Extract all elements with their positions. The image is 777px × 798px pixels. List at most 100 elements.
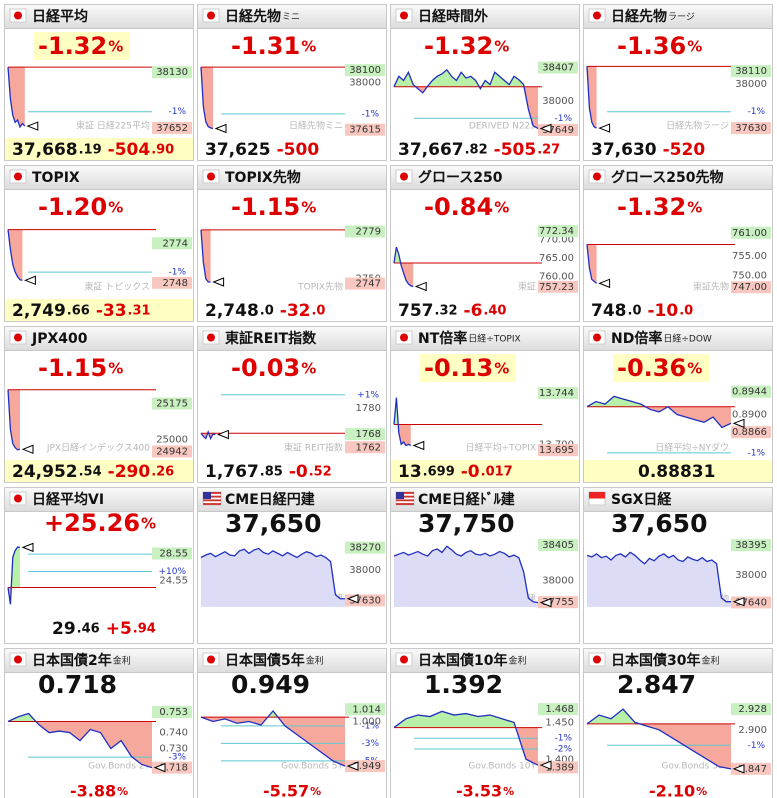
flag bbox=[588, 652, 606, 667]
price-line bbox=[586, 395, 732, 429]
tile: 日経時間外 -1.32 % DERIVED N225 -1% 38000 38407 3764… bbox=[390, 4, 580, 161]
end-marker bbox=[212, 277, 225, 287]
change: -3.88 bbox=[70, 782, 116, 798]
tile-header bbox=[197, 4, 387, 29]
price-line bbox=[7, 389, 21, 451]
tile-name: グロース250先物 bbox=[611, 169, 724, 186]
tile-header bbox=[4, 4, 194, 29]
tile-header bbox=[4, 487, 194, 512]
tile-name: 日経平均VI bbox=[32, 491, 104, 508]
area-up bbox=[394, 397, 411, 425]
flag bbox=[395, 652, 413, 667]
tile-name: TOPIX先物 bbox=[225, 169, 301, 186]
price: 37,650 bbox=[225, 509, 321, 538]
tile-header bbox=[197, 165, 387, 190]
tile-name: 日本国債5年 bbox=[225, 652, 305, 669]
scale-label: 38000 bbox=[349, 565, 381, 576]
change: -1.32 bbox=[617, 193, 686, 221]
tile-name: SGX日経 bbox=[611, 491, 672, 508]
value: 37,667 bbox=[398, 140, 464, 160]
tile-header bbox=[390, 648, 580, 673]
value-decimal: .46 bbox=[77, 622, 100, 637]
flag bbox=[202, 169, 220, 184]
change-unit: % bbox=[117, 785, 128, 798]
diff: -520 bbox=[663, 140, 706, 160]
percent-label: -1% bbox=[168, 268, 186, 278]
change-unit: % bbox=[108, 199, 123, 217]
high-label: 38407 bbox=[542, 63, 574, 74]
high-label: 761.00 bbox=[732, 228, 767, 239]
tile-name: 日経先物 bbox=[611, 8, 667, 25]
area-down bbox=[201, 229, 211, 282]
value-decimal: .699 bbox=[423, 465, 455, 480]
price-line bbox=[7, 712, 153, 769]
high-label: 1768 bbox=[356, 429, 381, 440]
watermark: Gov.Bonds 2Y bbox=[88, 762, 150, 772]
tile-frame bbox=[390, 165, 580, 322]
diff: -10 bbox=[647, 301, 678, 321]
watermark: 日経先物ラージ bbox=[666, 120, 729, 132]
end-marker bbox=[24, 275, 36, 286]
label-box bbox=[538, 387, 578, 399]
highlight bbox=[613, 354, 709, 382]
change: -1.15 bbox=[38, 354, 107, 382]
tile: JPX400 -1.15 % JPX日経インデックス400 25000 25175 2494… bbox=[4, 326, 194, 483]
high-label: 38110 bbox=[735, 66, 767, 77]
percent-label: -1% bbox=[361, 721, 379, 731]
flag-sun bbox=[14, 333, 22, 342]
diff-decimal: .0 bbox=[311, 304, 325, 319]
low-label: 0.949 bbox=[352, 761, 381, 772]
highlight bbox=[420, 354, 516, 382]
scale-label: 0.730 bbox=[159, 744, 188, 755]
price: 37,750 bbox=[418, 509, 514, 538]
value-decimal: .0 bbox=[628, 304, 642, 319]
scale-label: 38000 bbox=[735, 79, 767, 90]
low-label: 37630 bbox=[349, 595, 381, 606]
change: -1.15 bbox=[231, 193, 300, 221]
value: 2,749 bbox=[12, 301, 66, 321]
percent-label: -2% bbox=[554, 744, 572, 754]
tile: 日本国債10年 金利 1.392 Gov.Bonds 10Y -1%-2% 1.450 1.… bbox=[390, 648, 580, 798]
end-marker bbox=[214, 123, 227, 134]
change: -1.20 bbox=[38, 193, 107, 221]
label-box bbox=[345, 277, 385, 290]
tile-sub: 日経÷DOW bbox=[663, 333, 712, 345]
tile-sub: 金利 bbox=[701, 655, 719, 667]
highlight bbox=[5, 460, 193, 482]
flag-stripe bbox=[203, 492, 221, 494]
value: 1,767 bbox=[205, 462, 259, 482]
end-marker bbox=[21, 444, 34, 455]
value-decimal: .0 bbox=[260, 304, 274, 319]
area-down bbox=[8, 229, 23, 281]
flag-sun bbox=[593, 655, 601, 664]
scale-label: 770.00 bbox=[539, 235, 574, 246]
flag-sun bbox=[14, 494, 22, 503]
diff: -500 bbox=[277, 140, 320, 160]
end-marker bbox=[217, 429, 229, 440]
tile: TOPIX先物-1.15%TOPIX先物2750277927472,748.0-… bbox=[197, 165, 387, 322]
price-line bbox=[200, 430, 216, 441]
price-line bbox=[200, 547, 345, 600]
watermark: 東証 bbox=[518, 281, 536, 293]
price-line bbox=[393, 397, 412, 447]
end-marker bbox=[414, 281, 427, 292]
low-label: 1.389 bbox=[545, 762, 574, 773]
high-label: 1.014 bbox=[352, 704, 381, 715]
price-line bbox=[586, 244, 598, 284]
watermark: 東証先物 bbox=[693, 281, 729, 293]
area-up bbox=[8, 547, 20, 588]
value: 29 bbox=[52, 619, 76, 639]
diff-decimal: .94 bbox=[133, 622, 156, 637]
percent-label: -3% bbox=[361, 739, 379, 749]
scale-label: 760.00 bbox=[539, 272, 574, 283]
tile-header bbox=[197, 487, 387, 512]
diff-decimal: .0 bbox=[679, 304, 693, 319]
change: -0.84 bbox=[424, 193, 493, 221]
price-line bbox=[200, 709, 346, 767]
tile-name: JPX400 bbox=[31, 331, 88, 347]
tile-name: 日本国債2年 bbox=[32, 652, 112, 669]
percent-label: -1% bbox=[554, 114, 572, 124]
tile-header bbox=[583, 487, 773, 512]
tile-header bbox=[390, 326, 580, 351]
low-label: 1762 bbox=[356, 442, 381, 453]
